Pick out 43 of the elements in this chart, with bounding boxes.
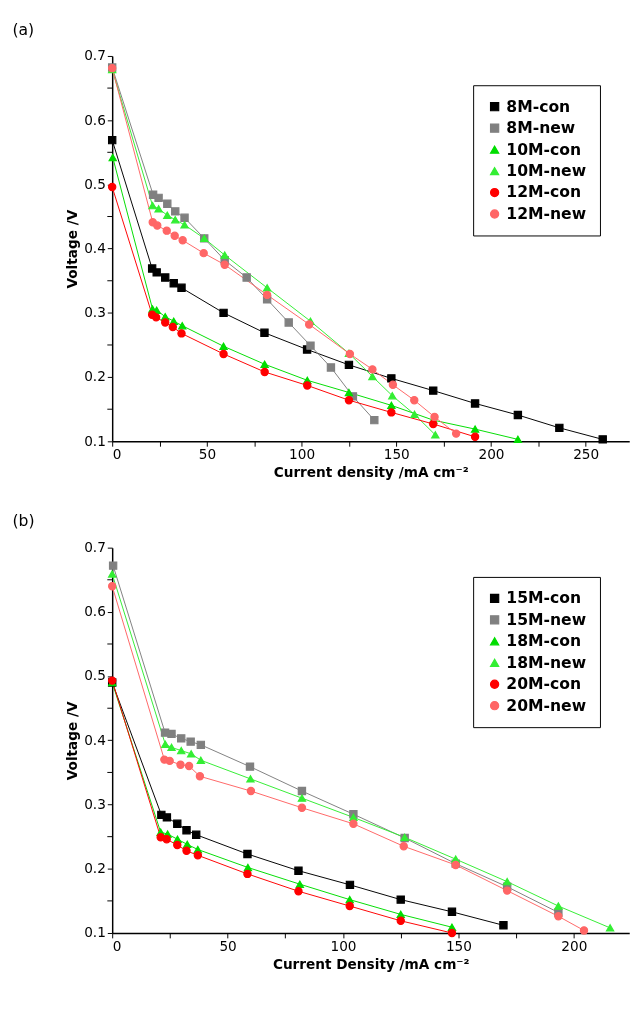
- y-tick-label: 0.3: [84, 304, 106, 321]
- x-tick-label: 100: [289, 446, 316, 463]
- legend-label: 8M-con: [506, 97, 571, 116]
- x-tick-label: 0: [112, 938, 122, 955]
- x-tick-label: 200: [478, 446, 505, 463]
- legend-label: 18M-con: [506, 632, 582, 651]
- x-axis-title: Current Density /mA cm⁻²: [272, 955, 470, 972]
- legend-label: 10M-con: [506, 140, 582, 159]
- y-tick-label: 0.1: [84, 432, 106, 449]
- legend-label: 12M-new: [506, 204, 587, 223]
- legend-label: 20M-new: [506, 696, 587, 715]
- x-tick-label: 0: [112, 446, 122, 463]
- y-tick-label: 0.1: [84, 924, 106, 941]
- y-tick-label: 0.6: [84, 111, 106, 128]
- y-tick-label: 0.2: [84, 368, 106, 385]
- x-axis-title: Current density /mA cm⁻²: [273, 463, 469, 480]
- legend-label: 18M-new: [506, 653, 587, 672]
- legend-label: 15M-con: [506, 589, 582, 608]
- y-tick-label: 0.4: [84, 731, 106, 748]
- legend-label: 12M-con: [506, 183, 582, 202]
- x-tick-label: 100: [330, 938, 357, 955]
- y-axis-title: Voltage /V: [64, 209, 81, 289]
- y-tick-label: 0.6: [84, 603, 106, 620]
- y-tick-label: 0.4: [84, 240, 106, 257]
- y-axis-title: Voltage /V: [64, 700, 81, 781]
- x-tick-label: 50: [219, 938, 237, 955]
- legend-label: 8M-new: [506, 119, 576, 138]
- y-tick-label: 0.5: [84, 175, 106, 192]
- chart-title: (a): [12, 20, 35, 39]
- chart-title: (b): [12, 512, 35, 531]
- y-tick-label: 0.2: [84, 860, 106, 877]
- y-tick-label: 0.5: [84, 667, 106, 684]
- legend-label: 10M-new: [506, 161, 587, 180]
- x-tick-label: 200: [561, 938, 588, 955]
- x-tick-label: 150: [383, 446, 410, 463]
- y-tick-label: 0.3: [84, 795, 106, 812]
- y-tick-label: 0.7: [84, 47, 106, 64]
- x-tick-label: 250: [573, 446, 600, 463]
- x-tick-label: 50: [198, 446, 217, 463]
- x-tick-label: 150: [445, 938, 472, 955]
- y-tick-label: 0.7: [84, 539, 106, 556]
- legend-label: 15M-new: [506, 610, 587, 629]
- legend-label: 20M-con: [506, 675, 582, 694]
